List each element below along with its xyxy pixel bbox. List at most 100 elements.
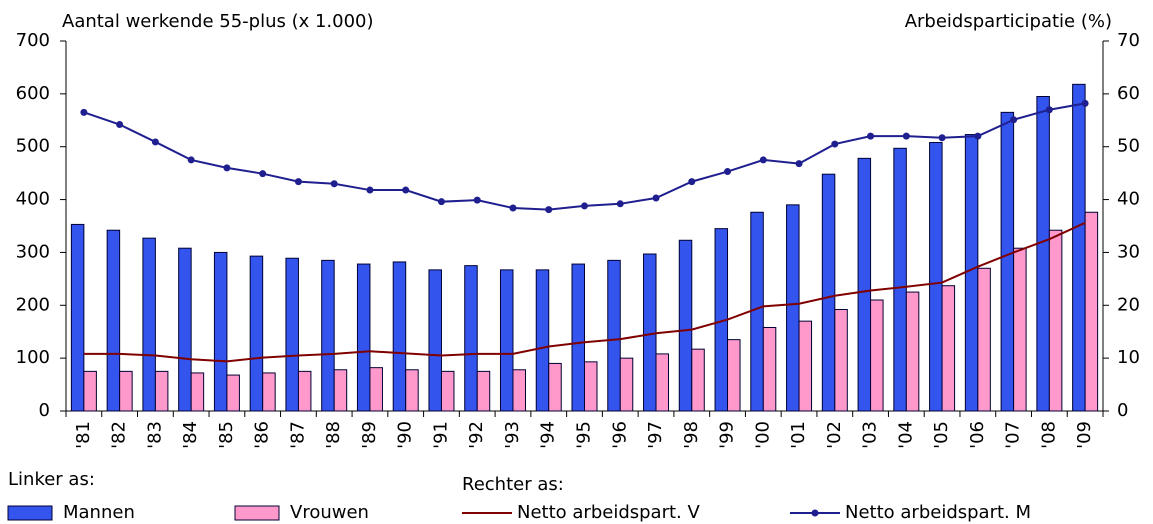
y2-tick-label: 60 <box>1117 83 1140 104</box>
bar <box>977 267 991 412</box>
bar <box>798 320 813 412</box>
line-marker <box>974 132 982 140</box>
y-tick-label: 100 <box>16 347 50 368</box>
bar <box>1072 83 1086 412</box>
line-marker <box>509 204 517 212</box>
bar <box>929 141 943 412</box>
bar <box>512 369 526 412</box>
bar <box>178 247 192 412</box>
bar <box>249 255 264 412</box>
bar <box>499 269 514 412</box>
x-tick-label: '00 <box>752 421 773 449</box>
bar <box>1036 96 1050 412</box>
y-tick-label: 700 <box>16 30 50 51</box>
bar <box>905 291 920 412</box>
line-marker <box>116 121 124 129</box>
bar <box>440 370 455 412</box>
x-tick-label: '83 <box>144 421 165 449</box>
x-tick-label: '86 <box>252 421 273 449</box>
x-tick-label: '88 <box>323 421 344 449</box>
bar <box>548 362 562 412</box>
line-marker <box>759 156 767 164</box>
x-tick-label: '91 <box>430 421 451 449</box>
bar <box>106 229 121 412</box>
bar <box>1084 211 1099 412</box>
line-marker <box>402 186 410 194</box>
y2-tick-label: 10 <box>1117 347 1140 368</box>
bar <box>691 348 705 412</box>
line-marker <box>473 196 481 204</box>
x-tick-label: '05 <box>931 421 952 449</box>
bar <box>428 269 442 412</box>
bar <box>154 370 169 412</box>
y-tick-label: 0 <box>39 400 50 421</box>
line-marker <box>223 164 231 172</box>
x-tick-label: '95 <box>574 421 595 449</box>
legend-swatch <box>7 505 53 521</box>
bar <box>834 309 848 412</box>
x-tick-label: '92 <box>466 421 487 449</box>
bar <box>964 134 979 412</box>
bar <box>190 372 205 412</box>
y-tick-label: 500 <box>16 136 50 157</box>
bar <box>893 147 907 412</box>
bar <box>405 369 419 412</box>
bar <box>643 253 657 412</box>
bar <box>285 257 299 412</box>
line-marker <box>187 156 195 164</box>
bar <box>821 173 836 412</box>
line-marker <box>1045 106 1053 114</box>
line-marker <box>259 170 267 178</box>
bar <box>655 353 670 412</box>
line-marker <box>688 178 696 186</box>
line-marker <box>437 198 445 206</box>
bar <box>142 237 156 412</box>
line-marker <box>294 178 302 186</box>
bar <box>392 261 407 412</box>
legend-label: Netto arbeidspart. V <box>517 502 700 523</box>
bar <box>870 299 884 412</box>
line-marker <box>151 138 159 146</box>
x-tick-label: '99 <box>717 421 738 449</box>
legend-swatch <box>234 505 280 521</box>
line-marker <box>616 200 624 208</box>
x-tick-label: '94 <box>538 421 559 449</box>
line-marker <box>545 206 553 214</box>
bar <box>464 265 478 412</box>
x-tick-label: '09 <box>1074 421 1095 449</box>
bar <box>678 239 693 412</box>
bar <box>750 211 764 412</box>
y2-axis-label: Arbeidsparticipatie (%) <box>905 11 1112 32</box>
x-tick-label: '85 <box>216 421 237 449</box>
x-tick-label: '03 <box>860 421 881 449</box>
x-tick-label: '04 <box>895 421 916 449</box>
bar <box>213 251 228 412</box>
bar <box>727 339 741 412</box>
legend-header: Linker as: <box>8 469 95 490</box>
y2-tick-label: 50 <box>1117 136 1140 157</box>
bar <box>476 370 491 412</box>
line-marker <box>366 186 374 194</box>
legend-label: Vrouwen <box>290 502 369 523</box>
line-marker <box>902 132 910 140</box>
line-marker <box>867 132 875 140</box>
x-tick-label: '96 <box>609 421 630 449</box>
legend-header: Rechter as: <box>462 474 564 495</box>
x-tick-label: '93 <box>502 421 523 449</box>
legend-marker <box>811 509 819 517</box>
y-tick-label: 600 <box>16 83 50 104</box>
bar <box>356 263 371 412</box>
y-axis-label: Aantal werkende 55-plus (x 1.000) <box>62 11 374 32</box>
y2-tick-label: 30 <box>1117 241 1140 262</box>
legend-label: Netto arbeidspart. M <box>845 502 1031 523</box>
bar <box>83 370 97 412</box>
line-marker <box>330 180 338 188</box>
line-marker <box>831 140 839 148</box>
x-tick-label: '84 <box>180 421 201 449</box>
x-tick-label: '02 <box>824 421 845 449</box>
x-tick-label: '97 <box>645 421 666 449</box>
bar <box>333 369 348 412</box>
y2-tick-label: 70 <box>1117 30 1140 51</box>
x-tick-label: '87 <box>287 421 308 449</box>
